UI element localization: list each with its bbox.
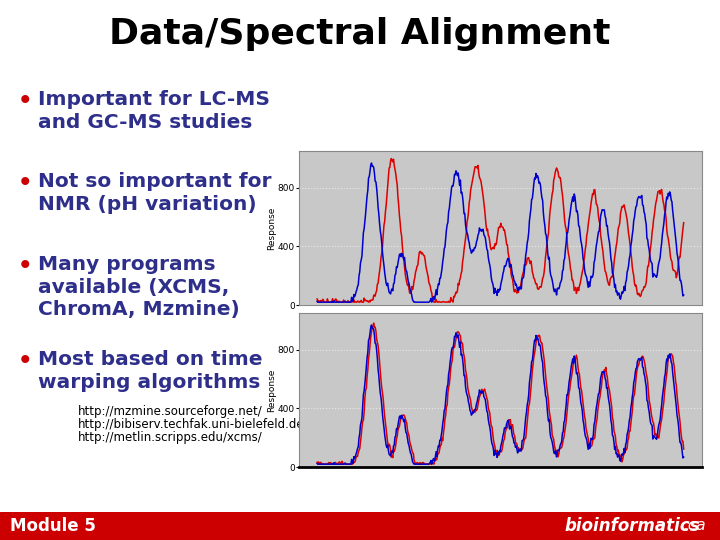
Y-axis label: Response: Response bbox=[267, 368, 276, 412]
Text: Module 5: Module 5 bbox=[10, 517, 96, 535]
Text: http://metlin.scripps.edu/xcms/: http://metlin.scripps.edu/xcms/ bbox=[78, 431, 263, 444]
Text: •: • bbox=[18, 255, 32, 278]
Text: http://bibiserv.techfak.uni-bielefeld.de/chroma: http://bibiserv.techfak.uni-bielefeld.de… bbox=[78, 418, 353, 431]
Text: Important for LC-MS
and GC-MS studies: Important for LC-MS and GC-MS studies bbox=[38, 90, 270, 132]
Text: •: • bbox=[18, 90, 32, 113]
Text: bioinformatics: bioinformatics bbox=[564, 517, 700, 535]
Bar bbox=[0, 512, 720, 540]
Text: Data/Spectral Alignment: Data/Spectral Alignment bbox=[109, 17, 611, 51]
Y-axis label: Response: Response bbox=[267, 206, 276, 250]
Text: http://mzmine.sourceforge.net/: http://mzmine.sourceforge.net/ bbox=[78, 405, 263, 418]
Text: •: • bbox=[18, 350, 32, 373]
Text: Many programs
available (XCMS,
ChromA, Mzmine): Many programs available (XCMS, ChromA, M… bbox=[38, 255, 240, 320]
Text: •: • bbox=[18, 172, 32, 195]
Text: .ca: .ca bbox=[683, 518, 706, 534]
Text: Not so important for
NMR (pH variation): Not so important for NMR (pH variation) bbox=[38, 172, 271, 214]
Text: Most based on time
warping algorithms: Most based on time warping algorithms bbox=[38, 350, 263, 392]
